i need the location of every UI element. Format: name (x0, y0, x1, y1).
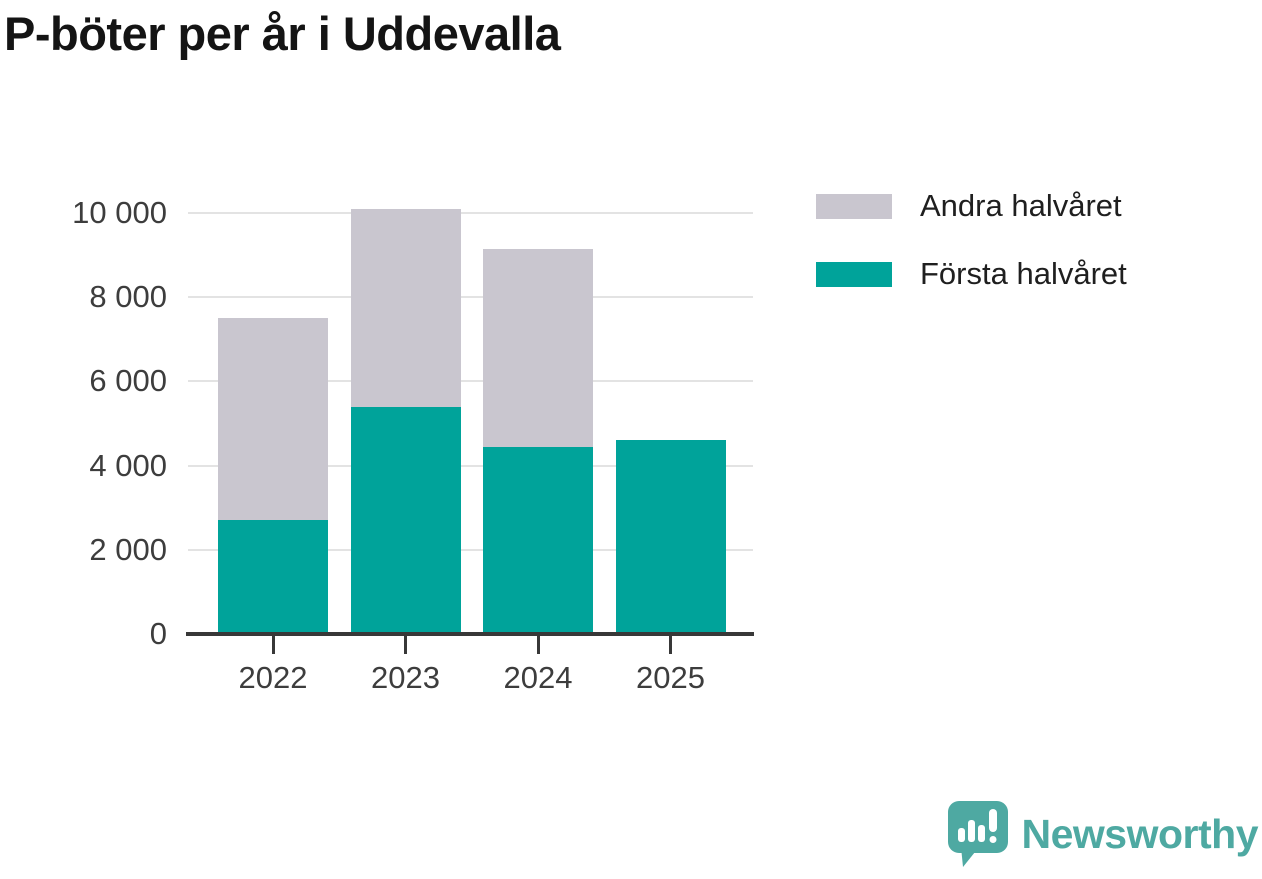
y-tick-label-10000: 10 000 (72, 195, 167, 230)
gridline-6000 (188, 380, 753, 383)
y-tick-label-4000: 4 000 (89, 447, 167, 483)
legend-label-forsta-halvaret: Första halvåret (920, 256, 1127, 291)
brand-name: Newsworthy (1021, 810, 1259, 857)
gridline-4000 (188, 464, 753, 467)
chart-title: P-böter per år i Uddevalla (4, 7, 561, 60)
y-tick-label-2000: 2 000 (89, 531, 167, 567)
bar-segment-f-rsta-halv-ret-2022 (218, 520, 328, 634)
legend-swatch-forsta-halvaret (816, 261, 892, 287)
y-tick-label-6000: 6 000 (89, 363, 167, 399)
gridline-2000 (188, 548, 753, 551)
x-tick-label-2024: 2024 (503, 660, 573, 695)
gridline-8000 (188, 296, 753, 299)
x-tick-2024 (536, 636, 540, 654)
newsworthy-logo: Newsworthy (947, 801, 1259, 867)
bar-segment-f-rsta-halv-ret-2023 (350, 406, 461, 634)
bar-segment-f-rsta-halv-ret-2024 (483, 446, 593, 634)
legend-item-andra-halvaret: Andra halvåret (816, 188, 1127, 224)
x-tick-label-2025: 2025 (636, 660, 705, 695)
legend: Andra halvåret Första halvåret (816, 188, 1127, 324)
legend-label-andra-halvaret: Andra halvåret (920, 188, 1122, 223)
bar-segment-f-rsta-halv-ret-2025 (615, 440, 726, 634)
bar-segment-andra-halv-ret-2022 (218, 318, 328, 521)
y-tick-label-0: 0 (149, 616, 167, 651)
gridline-10000 (188, 212, 753, 214)
legend-item-forsta-halvaret: Första halvåret (816, 256, 1127, 292)
newsworthy-chart-bubble-icon (947, 801, 1008, 867)
x-tick-2025 (669, 636, 672, 654)
x-axis-line (186, 632, 754, 636)
x-tick-2022 (271, 636, 275, 654)
legend-swatch-andra-halvaret (816, 193, 892, 219)
x-tick-label-2022: 2022 (238, 660, 308, 695)
bar-segment-andra-halv-ret-2024 (483, 248, 593, 447)
x-tick-label-2023: 2023 (371, 660, 440, 695)
x-tick-2023 (404, 636, 407, 654)
y-tick-label-8000: 8 000 (89, 279, 167, 315)
bar-segment-andra-halv-ret-2023 (350, 208, 461, 407)
